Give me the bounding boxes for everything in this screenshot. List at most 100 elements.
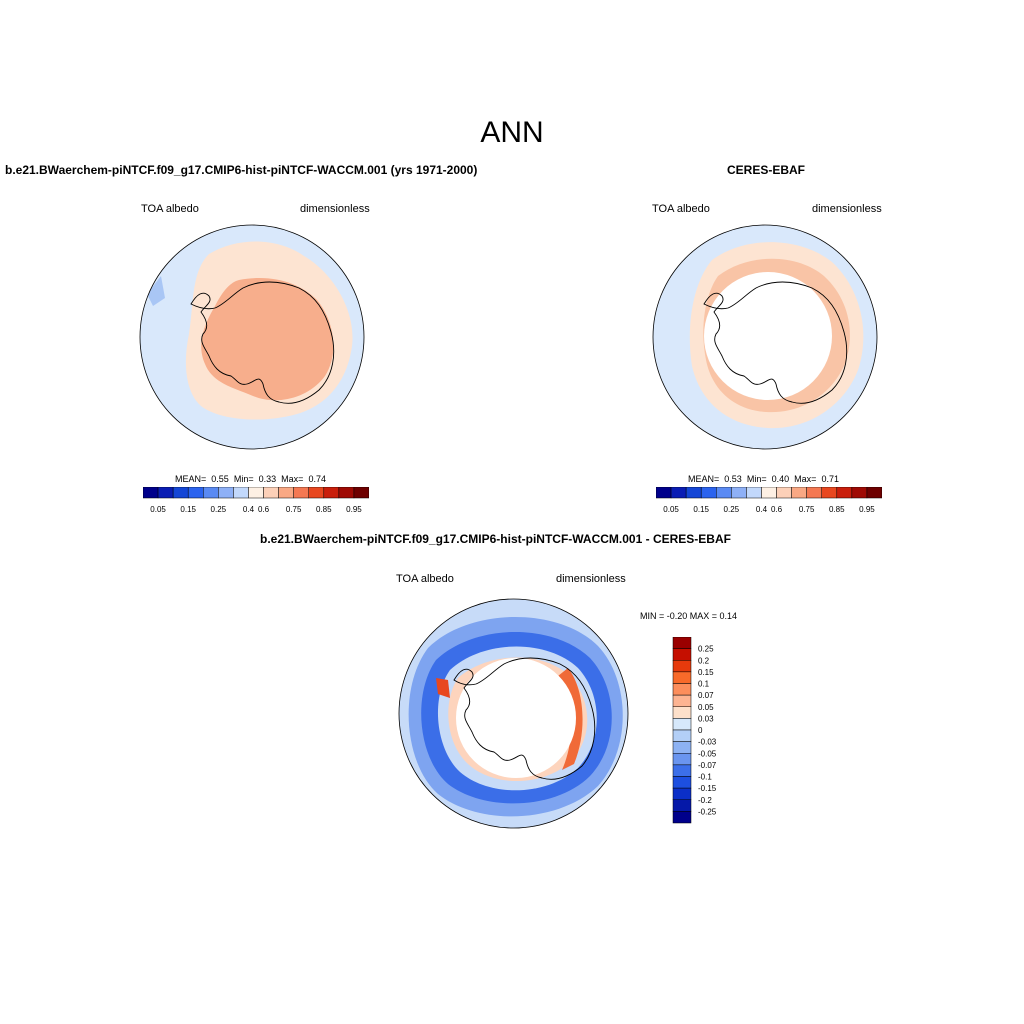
colorbar-swatch [746,487,762,499]
model-variable-label: TOA albedo [141,203,199,215]
diff-units-label: dimensionless [556,573,626,585]
colorbar-swatch [672,764,692,777]
colorbar-swatch [233,487,249,499]
colorbar-swatch [776,487,792,499]
model-colorbar: 0.05 0.15 0.25 0.4 0.6 0.75 0.85 0.95 [143,487,369,514]
colorbar-tick-label: -0.05 [698,749,717,758]
colorbar-tick-label: 0.85 [316,505,332,514]
colorbar-tick-label: 0.4 [243,505,255,514]
model-mean-label: MEAN= [175,474,207,484]
colorbar-swatch [656,487,672,499]
colorbar-tick-label: 0.15 [693,505,709,514]
obs-mean-value: 0.53 [724,474,742,484]
colorbar-tick-label: -0.03 [698,738,717,747]
colorbar-swatch [672,637,692,649]
colorbar-swatch [672,811,692,824]
colorbar-swatch [353,487,369,499]
colorbar-tick-label: 0.6 [258,505,270,514]
colorbar-tick-label: -0.25 [698,807,717,816]
colorbar-swatch [143,487,159,499]
model-panel-title: b.e21.BWaerchem-piNTCF.f09_g17.CMIP6-his… [5,163,478,177]
colorbar-swatch [672,694,692,707]
diff-polar-map [398,598,629,829]
colorbar-swatch [338,487,355,499]
colorbar-swatch [685,487,702,499]
colorbar-swatch [672,683,692,696]
obs-min-value: 0.40 [771,474,790,484]
colorbar-swatch [157,487,174,499]
diff-panel-title: b.e21.BWaerchem-piNTCF.f09_g17.CMIP6-his… [260,532,731,546]
page-title: ANN [480,116,544,149]
colorbar-tick-label: 0.85 [829,505,845,514]
colorbar-swatch [672,648,692,661]
colorbar-swatch [851,487,868,499]
colorbar-tick-label: 0.05 [663,505,679,514]
colorbar-swatch [716,487,732,499]
colorbar-swatch [323,487,340,499]
model-mean-value: 0.55 [211,474,229,484]
colorbar-swatch [866,487,882,499]
colorbar-swatch [761,487,777,499]
colorbar-swatch [672,753,692,766]
colorbar-tick-label: 0 [698,726,703,735]
model-stats: MEAN= 0.55 Min= 0.33 Max= 0.74 [175,474,326,484]
colorbar-swatch [203,487,219,499]
colorbar-swatch [821,487,838,499]
colorbar-tick-label: -0.2 [698,796,712,805]
colorbar-swatch [731,487,747,499]
colorbar-swatch [672,799,692,812]
colorbar-swatch [670,487,687,499]
colorbar-tick-label: 0.25 [211,505,227,514]
colorbar-swatch [672,787,692,800]
colorbar-swatch [672,660,692,673]
colorbar-swatch [806,487,822,499]
colorbar-swatch [218,487,234,499]
obs-max-label: Max= [794,474,817,484]
colorbar-tick-label: 0.15 [698,668,714,677]
colorbar-swatch [672,671,692,684]
colorbar-swatch [172,487,189,499]
colorbar-tick-label: 0.25 [724,505,740,514]
colorbar-tick-label: 0.4 [756,505,768,514]
model-units-label: dimensionless [300,203,370,215]
colorbar-tick-label: 0.1 [698,680,710,689]
colorbar-swatch [836,487,853,499]
colorbar-swatch [672,741,692,754]
model-min-label: Min= [233,474,254,484]
obs-stats: MEAN= 0.53 Min= 0.40 Max= 0.71 [688,474,839,484]
colorbar-tick-label: 0.15 [180,505,196,514]
colorbar-swatch [278,487,294,499]
colorbar-tick-label: -0.07 [698,761,717,770]
colorbar-tick-label: 0.07 [698,691,714,700]
diff-colorbar: 0.25 0.2 0.15 0.1 0.07 0.05 0.03 0 -0.03 -0.05 -0.… [672,637,717,824]
obs-units-label: dimensionless [812,203,882,215]
model-polar-map [139,224,365,450]
colorbar-swatch [187,487,204,499]
colorbar-tick-label: 0.25 [698,645,714,654]
colorbar-tick-label: 0.2 [698,656,710,665]
colorbar-swatch [672,706,692,719]
model-min-value: 0.33 [258,474,277,484]
colorbar-tick-label: -0.1 [698,773,712,782]
colorbar-swatch [672,776,692,789]
obs-max-value: 0.71 [821,474,839,484]
obs-min-label: Min= [746,474,767,484]
model-max-value: 0.74 [308,474,326,484]
obs-polar-map [652,224,878,450]
diff-variable-label: TOA albedo [396,573,454,585]
colorbar-tick-label: -0.15 [698,784,717,793]
colorbar-tick-label: 0.75 [286,505,302,514]
colorbar-swatch [672,718,692,731]
colorbar-swatch [700,487,717,499]
diff-stats: MIN = -0.20 MAX = 0.14 [640,611,738,621]
colorbar-swatch [308,487,325,499]
obs-panel-title: CERES-EBAF [727,163,806,177]
colorbar-swatch [263,487,279,499]
obs-variable-label: TOA albedo [652,203,710,215]
colorbar-tick-label: 0.05 [150,505,166,514]
colorbar-swatch [293,487,309,499]
model-max-label: Max= [281,474,304,484]
colorbar-swatch [672,729,692,742]
obs-colorbar: 0.05 0.15 0.25 0.4 0.6 0.75 0.85 0.95 [656,487,882,514]
colorbar-tick-label: 0.95 [346,505,362,514]
